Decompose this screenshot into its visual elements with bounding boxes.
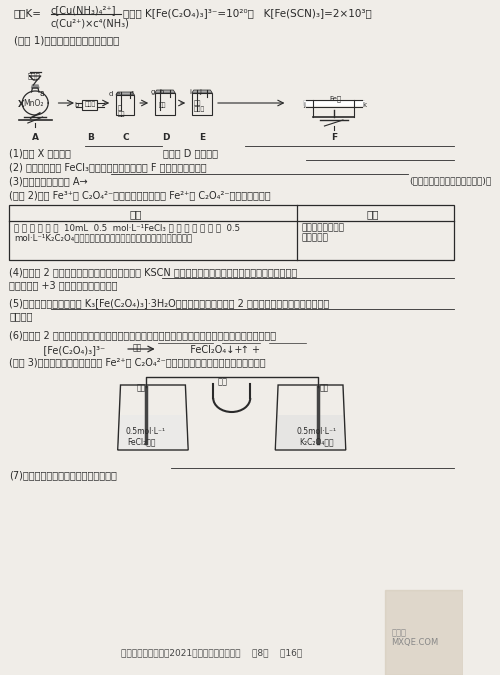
Text: 光照: 光照: [132, 343, 142, 352]
Polygon shape: [192, 90, 212, 93]
Text: c(Cu²⁺)×c⁴(NH₃): c(Cu²⁺)×c⁴(NH₃): [51, 18, 130, 28]
Text: 。已知 K[Fe(C₂O₄)₃]³⁻=10²⁰，   K[Fe(SCN)₃]=2×10³，: 。已知 K[Fe(C₂O₄)₃]³⁻=10²⁰， K[Fe(SCN)₃]=2×1…: [124, 8, 372, 18]
Text: (实验 3)又设计以下装置直接比较 Fe²⁺和 C₂O₄²⁻的还原性强弱，并达到了预期的目的。: (实验 3)又设计以下装置直接比较 Fe²⁺和 C₂O₄²⁻的还原性强弱，并达到…: [10, 357, 266, 367]
Text: 品体中含有 +3 价的铁元素。其原因是: 品体中含有 +3 价的铁元素。其原因是: [10, 280, 118, 290]
Text: j: j: [303, 102, 305, 108]
Text: i: i: [189, 89, 191, 95]
Text: FeCl₂溶液: FeCl₂溶液: [127, 437, 156, 446]
Polygon shape: [276, 415, 345, 449]
Polygon shape: [118, 415, 187, 449]
Text: 江西省八所重点中学2021届高三联考理综试卷    第8页    共16页: 江西省八所重点中学2021届高三联考理综试卷 第8页 共16页: [120, 648, 302, 657]
Text: A: A: [32, 133, 40, 142]
Text: 为：K=: 为：K=: [14, 8, 42, 18]
Text: h: h: [160, 89, 164, 95]
Text: (2) 欲制得纯净的 FeCl₃，实验过程中点燃装置 F 处酒精灯的时机是: (2) 欲制得纯净的 FeCl₃，实验过程中点燃装置 F 处酒精灯的时机是: [10, 162, 207, 172]
Text: ↑ +: ↑ +: [222, 345, 260, 355]
Text: 碱石灰: 碱石灰: [84, 101, 96, 107]
Text: (3)装置的连接顺序为 A→: (3)装置的连接顺序为 A→: [10, 176, 88, 186]
Text: a: a: [40, 89, 44, 98]
Text: 0.5mol·L⁻¹: 0.5mol·L⁻¹: [296, 427, 337, 436]
Text: c[Cu(NH₃)₄²⁺]: c[Cu(NH₃)₄²⁺]: [51, 5, 116, 15]
Text: (实验 1)用以下装置制取无水氯化铁: (实验 1)用以下装置制取无水氯化铁: [14, 35, 120, 45]
Text: 液盐酸: 液盐酸: [28, 72, 40, 78]
Text: (6)取实验 2 中的亮绿色溶液光照一段时间，产生黄色浑浊且有气泡产生。补全反应的离子方程式：: (6)取实验 2 中的亮绿色溶液光照一段时间，产生黄色浑浊且有气泡产生。补全反应…: [10, 330, 276, 340]
Text: ；装置 D 的作用是: ；装置 D 的作用是: [163, 148, 218, 158]
Text: B: B: [87, 133, 94, 142]
Text: 得到亮绿色溶液和
亮绿色晶体: 得到亮绿色溶液和 亮绿色晶体: [302, 223, 344, 242]
Text: 石墨: 石墨: [320, 383, 329, 392]
Text: X: X: [18, 100, 24, 109]
Text: F: F: [331, 133, 337, 142]
Text: 操作: 操作: [130, 209, 142, 219]
Text: 盐桥: 盐桥: [218, 377, 228, 386]
Text: 浓
硫酸: 浓 硫酸: [118, 105, 125, 117]
Polygon shape: [116, 92, 134, 95]
Polygon shape: [32, 85, 39, 88]
Text: 答案君
MXQE.COM: 答案君 MXQE.COM: [391, 628, 438, 647]
Text: 在 避 光 处 ， 向  10mL  0.5  mol·L⁻¹FeCl₃ 溶 液 中 缓 慢 加 入  0.5
mol·L⁻¹K₂C₂O₄溶液至过量，搅拌，充分: 在 避 光 处 ， 向 10mL 0.5 mol·L⁻¹FeCl₃ 溶 液 中 …: [14, 223, 240, 242]
Text: (实验 2)通过 Fe³⁺和 C₂O₄²⁻在溶液中的反应比较 Fe²⁺和 C₂O₄²⁻的还原性强弱。: (实验 2)通过 Fe³⁺和 C₂O₄²⁻在溶液中的反应比较 Fe²⁺和 C₂O…: [10, 190, 271, 200]
Text: 和现象是: 和现象是: [10, 311, 33, 321]
Text: MnO₂: MnO₂: [23, 99, 44, 108]
Text: D: D: [162, 133, 170, 142]
Text: K₂C₂O₄溶液: K₂C₂O₄溶液: [300, 437, 334, 446]
Text: (7)描述达到预期目的可能产生的现象：: (7)描述达到预期目的可能产生的现象：: [10, 470, 117, 480]
Text: k: k: [362, 102, 366, 108]
Text: (按气流方向，用大写字母表示)。: (按气流方向，用大写字母表示)。: [409, 176, 491, 185]
Text: 冰水: 冰水: [158, 102, 166, 107]
Text: (4)取实验 2 中少量晶体溶解，把成溶液，滴加 KSCN 溶液，不变红。继续加入硫酸，溶液变红，说明: (4)取实验 2 中少量晶体溶解，把成溶液，滴加 KSCN 溶液，不变红。继续加…: [10, 267, 298, 277]
Bar: [384, 590, 464, 675]
Text: f: f: [130, 91, 133, 97]
Text: C: C: [122, 133, 129, 142]
Polygon shape: [155, 90, 175, 93]
Text: 0.5mol·L⁻¹: 0.5mol·L⁻¹: [125, 427, 165, 436]
Text: Fe粉: Fe粉: [329, 95, 341, 102]
Bar: [10, 205, 454, 260]
Text: g: g: [151, 89, 156, 95]
Text: j: j: [200, 89, 202, 95]
Text: d: d: [108, 91, 113, 97]
Text: 现象: 现象: [366, 209, 378, 219]
Text: e: e: [116, 91, 120, 97]
Text: b: b: [74, 102, 78, 108]
Text: 石墨: 石墨: [136, 383, 145, 392]
Text: [Fe(C₂O₄)₃]³⁻: [Fe(C₂O₄)₃]³⁻: [10, 345, 106, 355]
Text: E: E: [200, 133, 205, 142]
Text: (5)经检验，亮绿色晶体为 K₃[Fe(C₂O₄)₃]·3H₂O。设计实验，确认实验 2 中没有发生氧化还原反应的操作: (5)经检验，亮绿色晶体为 K₃[Fe(C₂O₄)₃]·3H₂O。设计实验，确认…: [10, 298, 330, 308]
Text: (1)仪器 X 的名称是: (1)仪器 X 的名称是: [10, 148, 71, 158]
Text: 饱和
食盐水: 饱和 食盐水: [194, 100, 205, 112]
Text: FeCl₂O₄↓+: FeCl₂O₄↓+: [160, 345, 243, 355]
